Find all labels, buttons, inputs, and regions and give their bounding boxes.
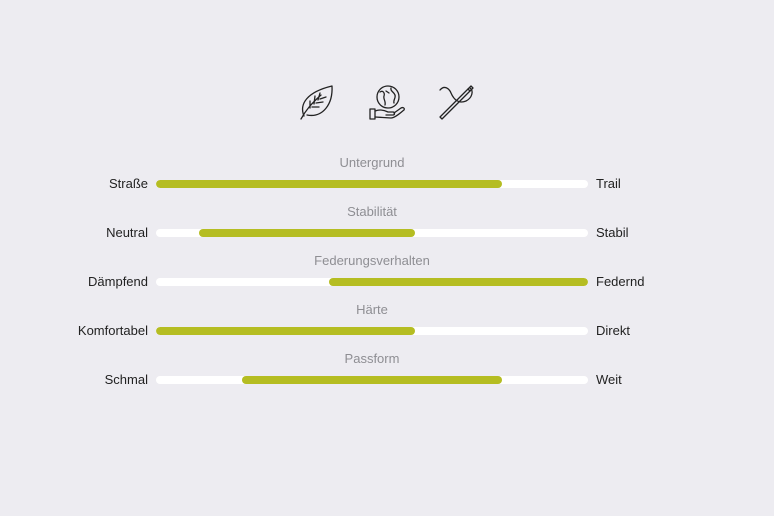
scale-track	[156, 278, 588, 286]
scale-haerte: Härte Komfortabel Direkt	[0, 301, 774, 350]
scale-right-label: Stabil	[596, 225, 629, 240]
scale-title: Untergrund	[339, 155, 405, 170]
scale-right-label: Trail	[596, 176, 621, 191]
scale-right-label: Direkt	[596, 323, 630, 338]
scale-fill	[328, 278, 588, 286]
scale-left-label: Schmal	[104, 372, 148, 387]
leaf-icon	[297, 82, 337, 122]
scale-right-label: Weit	[596, 372, 622, 387]
scale-track	[156, 327, 588, 335]
scale-untergrund: Untergrund Straße Trail	[0, 154, 774, 203]
scale-track	[156, 229, 588, 237]
scale-fill	[242, 376, 502, 384]
scale-title: Passform	[344, 351, 400, 366]
scale-fill	[199, 229, 416, 237]
scale-stabilitaet: Stabilität Neutral Stabil	[0, 203, 774, 252]
product-scales: Untergrund Straße Trail Stabilität Neutr…	[0, 154, 774, 399]
scale-left-label: Komfortabel	[77, 323, 148, 338]
scale-title: Federungsverhalten	[314, 253, 430, 268]
scale-left-label: Dämpfend	[88, 274, 148, 289]
globe-in-hand-icon	[367, 82, 407, 122]
scale-track	[156, 180, 588, 188]
needle-thread-icon	[437, 82, 477, 122]
scale-right-label: Federnd	[596, 274, 645, 289]
scale-fill	[156, 180, 502, 188]
scale-federungsverhalten: Federungsverhalten Dämpfend Federnd	[0, 252, 774, 301]
scale-track	[156, 376, 588, 384]
scale-title: Härte	[356, 302, 388, 317]
scale-title: Stabilität	[347, 204, 397, 219]
scale-left-label: Straße	[108, 176, 148, 191]
feature-icons	[0, 82, 774, 122]
scale-passform: Passform Schmal Weit	[0, 350, 774, 399]
scale-left-label: Neutral	[106, 225, 148, 240]
scale-fill	[156, 327, 416, 335]
